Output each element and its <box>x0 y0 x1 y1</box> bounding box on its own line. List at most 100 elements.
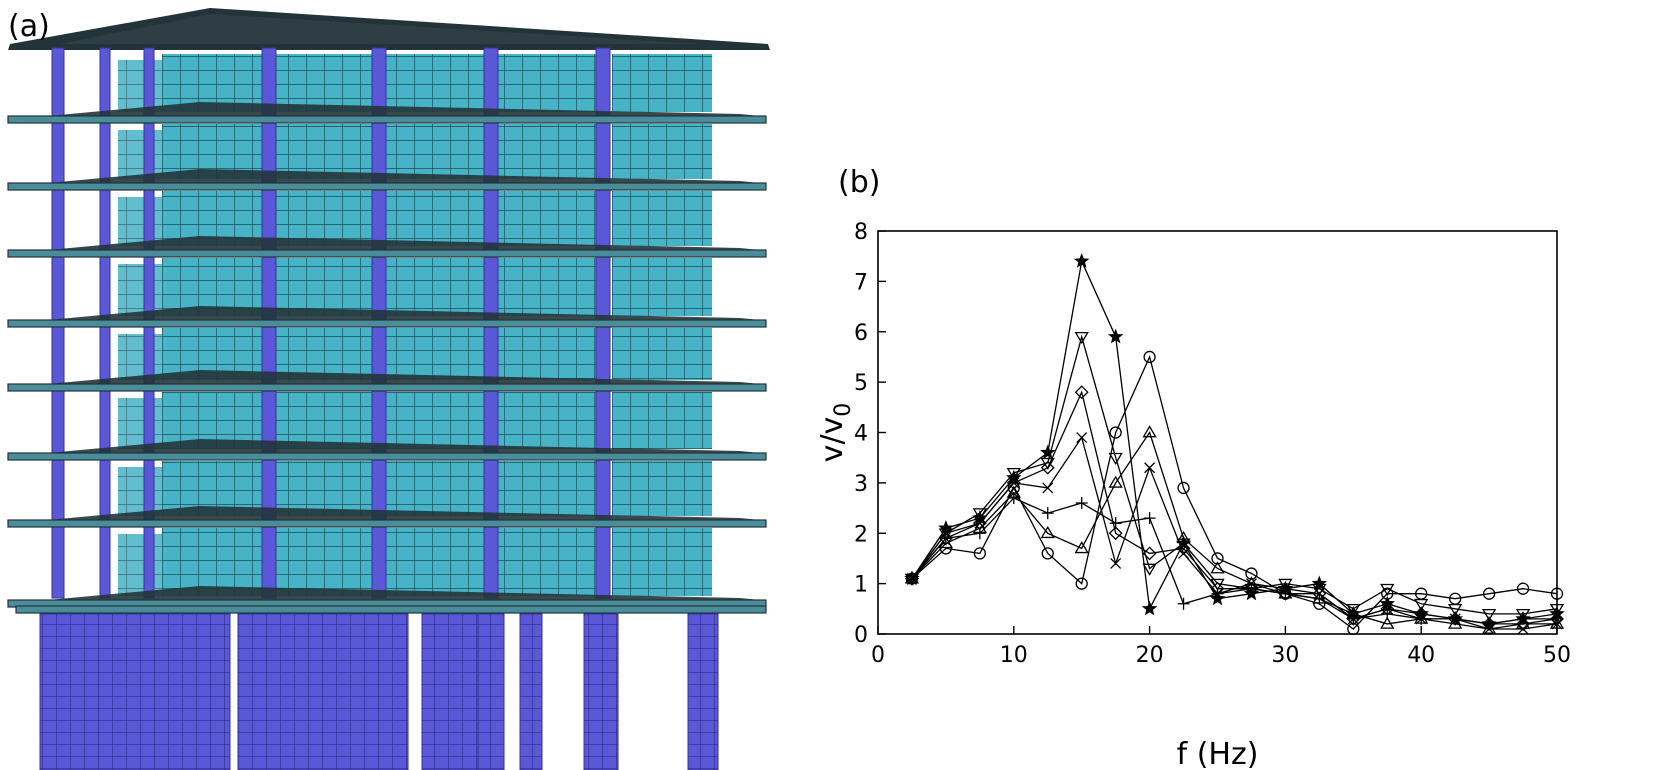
data-point-x <box>1110 558 1122 569</box>
series-x <box>906 432 1563 635</box>
series-triangle-up <box>904 425 1565 634</box>
wall-panel-side <box>118 197 162 246</box>
data-point-triangle-up <box>1040 525 1055 539</box>
base-pier <box>477 613 505 770</box>
data-point-diamond <box>1108 526 1123 541</box>
floor-slab-shadow <box>48 506 760 520</box>
floor-slab-shadow <box>48 102 760 116</box>
data-point-x <box>1144 462 1156 474</box>
wall-panel <box>498 54 596 112</box>
x-tick-label: 0 <box>871 643 885 668</box>
wall-panel <box>386 461 484 516</box>
x-axis-label: f (Hz) <box>1177 737 1259 770</box>
wall-panel <box>386 392 484 449</box>
data-point-plus <box>1075 497 1088 510</box>
wall-panel <box>498 461 596 516</box>
data-point-plus <box>1279 587 1292 600</box>
wall-panel <box>276 124 372 179</box>
wall-panel-side <box>118 398 162 449</box>
data-point-star <box>1107 328 1124 344</box>
data-point-triangle-up <box>1074 541 1089 554</box>
wall-panel-side <box>118 60 162 112</box>
floor-slab <box>7 519 767 528</box>
roof-top <box>60 14 700 44</box>
data-point-x <box>1517 623 1529 635</box>
data-point-plus <box>1211 587 1224 600</box>
data-point-circle <box>1143 350 1156 364</box>
data-point-star <box>938 520 954 535</box>
data-point-triangle-down <box>972 508 987 521</box>
y-tick-label: 3 <box>854 472 868 497</box>
y-tick-label: 1 <box>854 573 868 598</box>
base-pier <box>687 613 719 770</box>
series-line <box>911 431 1557 630</box>
wall-panel-side <box>118 534 162 596</box>
data-point-triangle-down <box>1414 598 1429 612</box>
floor-slab-shadow <box>48 236 760 250</box>
data-point-triangle-up <box>1108 475 1123 488</box>
base-pier <box>519 613 543 770</box>
wall-panel <box>612 392 712 449</box>
data-point-circle <box>973 547 986 560</box>
data-point-diamond <box>1040 460 1055 475</box>
y-tick-label: 5 <box>854 371 868 396</box>
data-point-plus <box>1551 612 1563 625</box>
data-point-plus <box>1517 612 1530 625</box>
wall-panel <box>612 54 712 112</box>
y-axis-label: v/v0 <box>815 403 856 463</box>
base-pier <box>421 613 481 770</box>
wall-panel-side <box>118 467 162 516</box>
data-point-triangle-up <box>1142 425 1157 438</box>
series-star <box>904 253 1565 631</box>
data-point-diamond <box>1516 617 1530 631</box>
data-point-triangle-down <box>1549 603 1565 617</box>
wall-panel <box>386 191 484 246</box>
wall-panel-side <box>118 334 162 380</box>
data-point-circle <box>1516 582 1530 595</box>
wall-panel <box>498 392 596 449</box>
data-point-triangle-down <box>1312 583 1327 596</box>
y-tick-label: 2 <box>854 522 868 547</box>
data-point-plus <box>1449 612 1462 625</box>
wall-panel <box>498 528 596 596</box>
floor-slab <box>7 115 767 124</box>
wall-panel <box>386 54 484 112</box>
panel-label-a: (a) <box>8 9 50 44</box>
data-point-star <box>1040 444 1056 460</box>
floor-slab-shadow <box>48 306 760 320</box>
data-point-x <box>1042 482 1054 494</box>
y-axis-label-subscript: 0 <box>831 403 856 417</box>
data-point-plus <box>1143 512 1156 525</box>
data-point-triangle-up <box>1448 616 1463 629</box>
series-group <box>904 253 1565 636</box>
data-point-star <box>1311 575 1328 591</box>
wall-panel-side <box>118 130 162 179</box>
x-tick-label: 30 <box>1271 643 1299 668</box>
series-line <box>911 334 1558 615</box>
data-point-circle <box>1211 552 1224 565</box>
data-point-plus <box>1109 517 1122 530</box>
x-axis-ticks: 0 10 20 30 40 50 <box>871 626 1571 668</box>
data-point-plus <box>1007 491 1020 504</box>
data-point-triangle-down <box>1074 331 1089 345</box>
data-point-plus <box>1313 592 1326 605</box>
wall-panel <box>612 328 712 380</box>
data-point-diamond <box>1006 475 1021 490</box>
data-point-x <box>974 517 986 529</box>
data-point-circle <box>1075 577 1088 590</box>
data-point-plus <box>1177 597 1190 610</box>
building-model-illustration <box>7 8 770 770</box>
data-point-plus <box>1381 607 1394 620</box>
wall-panel <box>612 191 712 246</box>
data-point-circle <box>1041 547 1054 560</box>
data-point-plus <box>973 527 986 540</box>
y-tick-label: 7 <box>854 270 868 295</box>
floor-slab <box>7 383 767 392</box>
floor-slab-shadow <box>48 169 760 183</box>
wall-panel <box>498 258 596 316</box>
data-point-star <box>1141 600 1158 616</box>
wall-panel <box>386 258 484 316</box>
data-point-triangle-up <box>1210 561 1225 574</box>
